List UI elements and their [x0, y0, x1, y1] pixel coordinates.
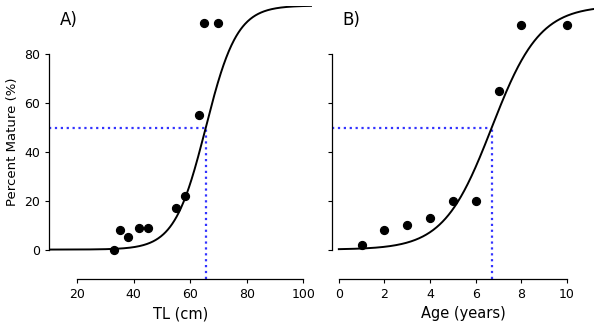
Point	[403, 223, 412, 228]
Text: B): B)	[343, 11, 361, 29]
Point	[115, 228, 124, 233]
Point	[494, 88, 503, 94]
Text: A): A)	[59, 11, 77, 29]
Point	[517, 23, 526, 28]
Point	[200, 20, 209, 25]
Point	[380, 228, 389, 233]
X-axis label: TL (cm): TL (cm)	[153, 306, 208, 321]
Point	[471, 198, 481, 203]
Point	[134, 225, 144, 230]
X-axis label: Age (years): Age (years)	[421, 306, 506, 321]
Point	[562, 23, 572, 28]
Point	[124, 235, 133, 240]
Point	[172, 205, 181, 211]
Point	[180, 193, 190, 198]
Point	[357, 242, 367, 247]
Point	[143, 225, 153, 230]
Y-axis label: Percent Mature (%): Percent Mature (%)	[5, 78, 19, 206]
Point	[214, 20, 223, 25]
Point	[425, 215, 435, 220]
Point	[448, 198, 458, 203]
Point	[109, 247, 119, 252]
Point	[194, 113, 203, 118]
